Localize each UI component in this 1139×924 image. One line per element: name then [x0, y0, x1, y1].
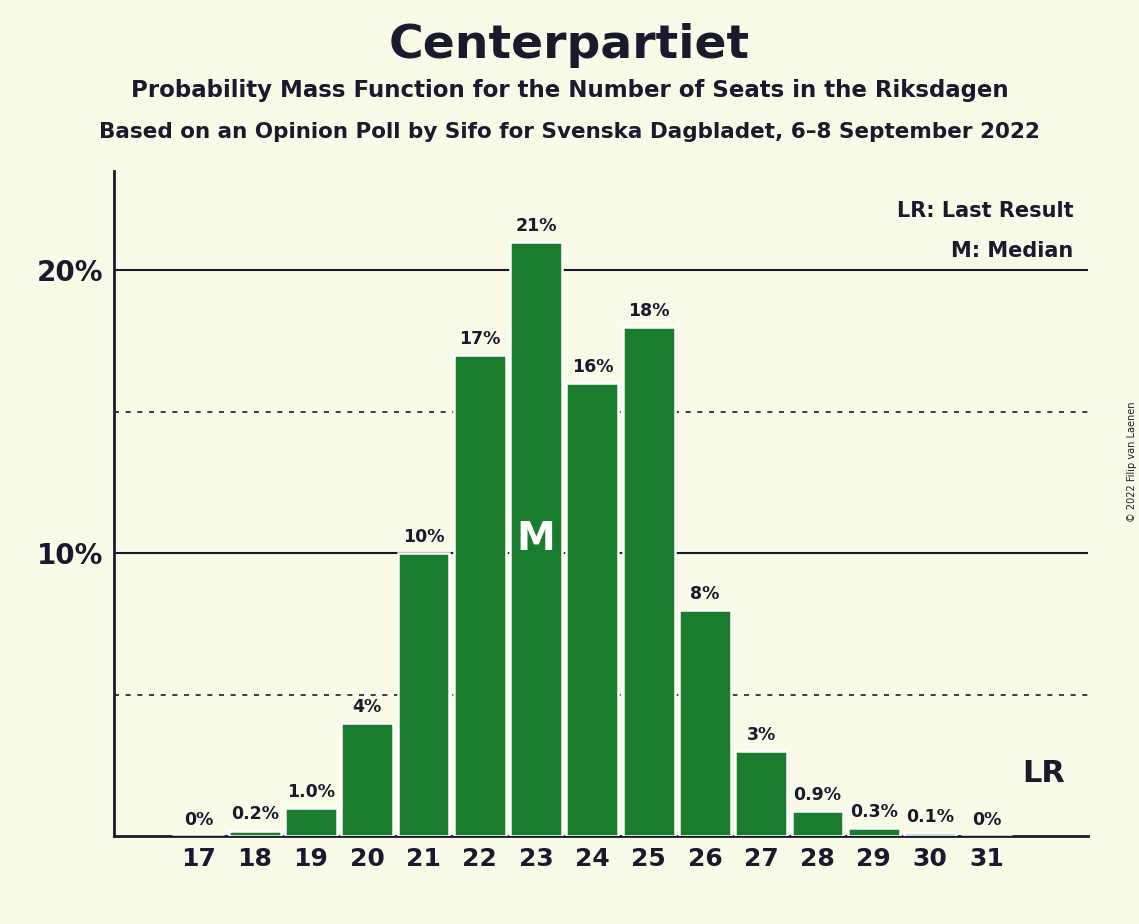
Bar	[847, 828, 900, 836]
Bar	[398, 553, 450, 836]
Bar	[792, 810, 844, 836]
Text: LR: LR	[1023, 760, 1065, 788]
Bar	[454, 355, 506, 836]
Bar	[566, 383, 618, 836]
Bar	[229, 831, 280, 836]
Text: 0.9%: 0.9%	[794, 785, 842, 804]
Text: Centerpartiet: Centerpartiet	[388, 23, 751, 68]
Text: 1.0%: 1.0%	[287, 783, 335, 801]
Text: 8%: 8%	[690, 585, 720, 602]
Bar	[510, 242, 562, 836]
Text: 0.1%: 0.1%	[907, 808, 954, 826]
Text: 21%: 21%	[515, 216, 557, 235]
Text: © 2022 Filip van Laenen: © 2022 Filip van Laenen	[1126, 402, 1137, 522]
Text: LR: Last Result: LR: Last Result	[896, 201, 1073, 221]
Text: 3%: 3%	[747, 726, 776, 744]
Text: 10%: 10%	[403, 528, 444, 546]
Text: M: Median: M: Median	[951, 241, 1073, 261]
Text: 17%: 17%	[459, 330, 500, 347]
Bar	[679, 610, 731, 836]
Bar	[285, 808, 337, 836]
Text: M: M	[517, 520, 556, 558]
Text: Probability Mass Function for the Number of Seats in the Riksdagen: Probability Mass Function for the Number…	[131, 79, 1008, 102]
Text: 18%: 18%	[628, 301, 670, 320]
Text: 0.2%: 0.2%	[230, 806, 279, 823]
Bar	[623, 327, 674, 836]
Text: 16%: 16%	[572, 359, 613, 376]
Bar	[736, 751, 787, 836]
Text: Based on an Opinion Poll by Sifo for Svenska Dagbladet, 6–8 September 2022: Based on an Opinion Poll by Sifo for Sve…	[99, 122, 1040, 142]
Text: 0%: 0%	[183, 811, 213, 829]
Text: 4%: 4%	[353, 698, 382, 716]
Text: 0.3%: 0.3%	[850, 803, 898, 821]
Text: 0%: 0%	[972, 811, 1001, 829]
Bar	[342, 723, 393, 836]
Bar	[904, 833, 956, 836]
